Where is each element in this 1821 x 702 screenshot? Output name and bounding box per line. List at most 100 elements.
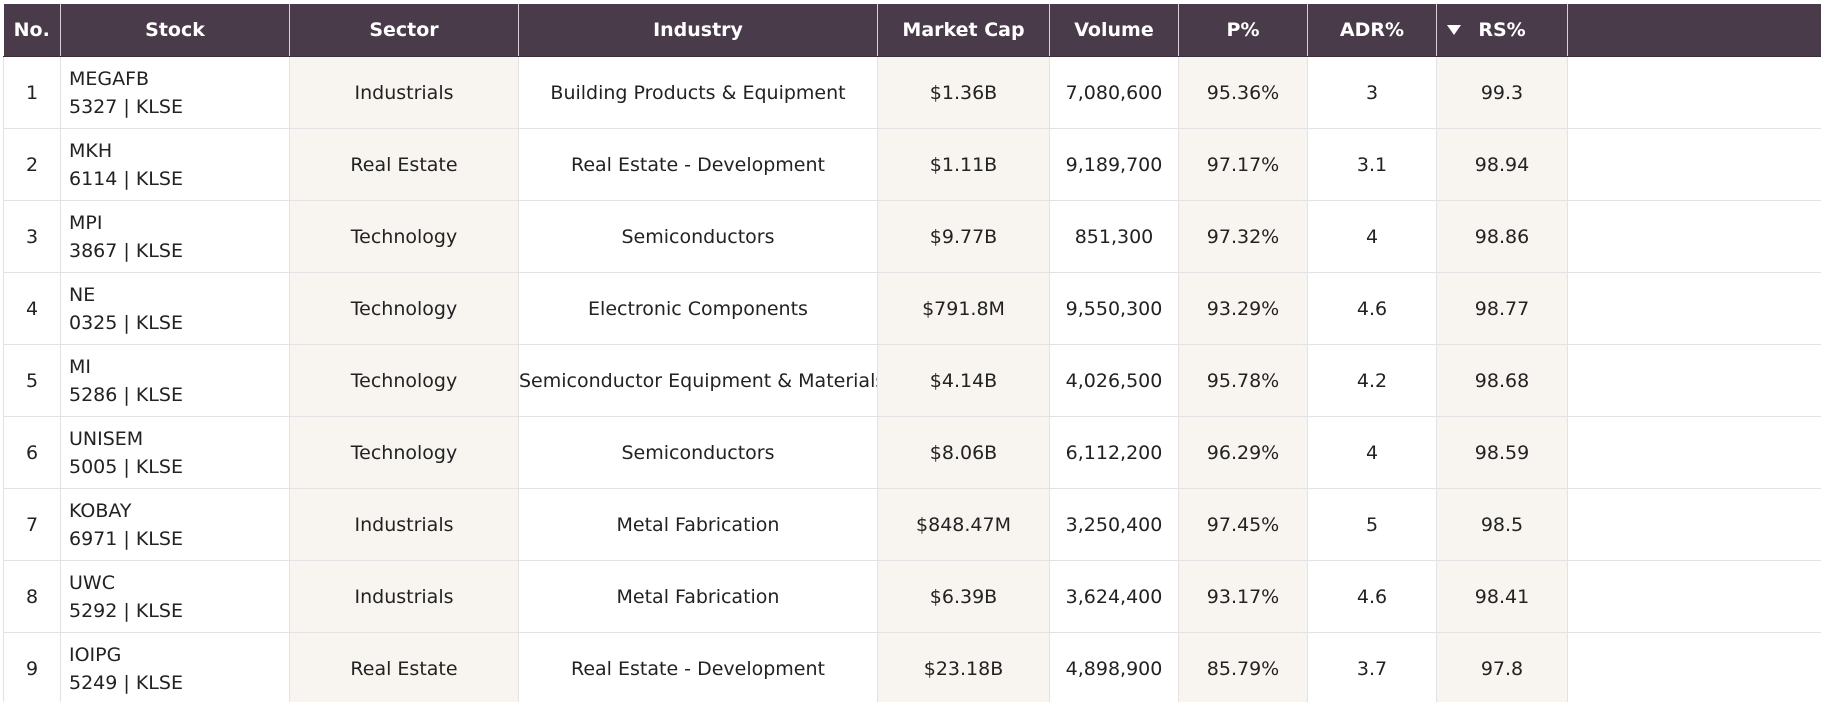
cell-p-pct: 97.45%	[1178, 488, 1308, 561]
column-header-p-pct[interactable]: P%	[1178, 4, 1308, 57]
cell-volume: 3,624,400	[1049, 560, 1179, 633]
cell-p-pct: 97.17%	[1178, 128, 1308, 201]
stock-ticker[interactable]: MPI	[69, 211, 103, 234]
cell-stock[interactable]: KOBAY 6971 | KLSE	[60, 488, 290, 561]
table-body: 1 MEGAFB 5327 | KLSE Industrials Building Pr…	[3, 56, 1821, 702]
stock-code-exchange: 5292 | KLSE	[69, 599, 183, 622]
cell-rs-pct: 98.59	[1436, 416, 1568, 489]
table-row[interactable]: 2 MKH 6114 | KLSE Real Estate Real Estate - …	[3, 128, 1821, 201]
column-header-adr-pct[interactable]: ADR%	[1307, 4, 1437, 57]
cell-p-pct: 97.32%	[1178, 200, 1308, 273]
cell-stock[interactable]: IOIPG 5249 | KLSE	[60, 632, 290, 702]
cell-market-cap: $1.11B	[877, 128, 1050, 201]
cell-volume: 9,189,700	[1049, 128, 1179, 201]
cell-market-cap: $791.8M	[877, 272, 1050, 345]
cell-volume: 4,026,500	[1049, 344, 1179, 417]
cell-stock[interactable]: NE 0325 | KLSE	[60, 272, 290, 345]
cell-rs-pct: 98.68	[1436, 344, 1568, 417]
column-header-stock[interactable]: Stock	[60, 4, 290, 57]
cell-sector: Real Estate	[289, 128, 519, 201]
cell-sector: Technology	[289, 344, 519, 417]
stock-ticker[interactable]: NE	[69, 283, 96, 306]
cell-market-cap: $9.77B	[877, 200, 1050, 273]
cell-adr-pct: 4.2	[1307, 344, 1437, 417]
cell-adr-pct: 4	[1307, 200, 1437, 273]
cell-no: 1	[3, 56, 61, 129]
column-header-industry[interactable]: Industry	[518, 4, 878, 57]
cell-volume: 6,112,200	[1049, 416, 1179, 489]
cell-overflow	[1567, 272, 1821, 345]
stock-screener-table-container: No. Stock Sector Industry Market Cap Vol…	[3, 4, 1821, 702]
stock-ticker[interactable]: IOIPG	[69, 643, 122, 666]
cell-no: 3	[3, 200, 61, 273]
cell-stock[interactable]: MEGAFB 5327 | KLSE	[60, 56, 290, 129]
cell-overflow	[1567, 344, 1821, 417]
cell-stock[interactable]: UNISEM 5005 | KLSE	[60, 416, 290, 489]
table-row[interactable]: 6 UNISEM 5005 | KLSE Technology Semiconducto…	[3, 416, 1821, 489]
column-header-volume[interactable]: Volume	[1049, 4, 1179, 57]
table-row[interactable]: 8 UWC 5292 | KLSE Industrials Metal Fabricat…	[3, 560, 1821, 633]
table-row[interactable]: 4 NE 0325 | KLSE Technology Electronic Compo…	[3, 272, 1821, 345]
stock-code-exchange: 5286 | KLSE	[69, 383, 183, 406]
stock-code-exchange: 6114 | KLSE	[69, 167, 183, 190]
column-header-overflow	[1567, 4, 1821, 57]
column-header-rs-pct[interactable]: RS%	[1436, 4, 1568, 57]
cell-rs-pct: 98.41	[1436, 560, 1568, 633]
cell-overflow	[1567, 560, 1821, 633]
table-row[interactable]: 3 MPI 3867 | KLSE Technology Semiconductors $…	[3, 200, 1821, 273]
cell-overflow	[1567, 128, 1821, 201]
cell-rs-pct: 98.77	[1436, 272, 1568, 345]
cell-industry: Metal Fabrication	[518, 488, 878, 561]
cell-adr-pct: 4.6	[1307, 560, 1437, 633]
table-row[interactable]: 7 KOBAY 6971 | KLSE Industrials Metal Fabric…	[3, 488, 1821, 561]
cell-overflow	[1567, 416, 1821, 489]
cell-overflow	[1567, 632, 1821, 702]
cell-overflow	[1567, 200, 1821, 273]
cell-overflow	[1567, 488, 1821, 561]
cell-p-pct: 96.29%	[1178, 416, 1308, 489]
cell-volume: 9,550,300	[1049, 272, 1179, 345]
cell-stock[interactable]: MPI 3867 | KLSE	[60, 200, 290, 273]
cell-sector: Real Estate	[289, 632, 519, 702]
cell-industry: Real Estate - Development	[518, 632, 878, 702]
cell-market-cap: $6.39B	[877, 560, 1050, 633]
cell-no: 5	[3, 344, 61, 417]
cell-no: 4	[3, 272, 61, 345]
column-header-market-cap[interactable]: Market Cap	[877, 4, 1050, 57]
cell-p-pct: 93.29%	[1178, 272, 1308, 345]
table-row[interactable]: 9 IOIPG 5249 | KLSE Real Estate Real Estate …	[3, 632, 1821, 702]
cell-adr-pct: 4	[1307, 416, 1437, 489]
table-header-row: No. Stock Sector Industry Market Cap Vol…	[3, 4, 1821, 57]
stock-code-exchange: 5005 | KLSE	[69, 455, 183, 478]
cell-adr-pct: 3	[1307, 56, 1437, 129]
stock-ticker[interactable]: MI	[69, 355, 91, 378]
cell-stock[interactable]: MKH 6114 | KLSE	[60, 128, 290, 201]
column-header-no[interactable]: No.	[3, 4, 61, 57]
stock-ticker[interactable]: UWC	[69, 571, 115, 594]
cell-no: 8	[3, 560, 61, 633]
table-row[interactable]: 5 MI 5286 | KLSE Technology Semiconductor Eq…	[3, 344, 1821, 417]
cell-market-cap: $1.36B	[877, 56, 1050, 129]
cell-p-pct: 85.79%	[1178, 632, 1308, 702]
stock-code-exchange: 6971 | KLSE	[69, 527, 183, 550]
column-header-rs-pct-label: RS%	[1478, 19, 1526, 41]
cell-adr-pct: 3.1	[1307, 128, 1437, 201]
column-header-sector[interactable]: Sector	[289, 4, 519, 57]
cell-stock[interactable]: MI 5286 | KLSE	[60, 344, 290, 417]
cell-stock[interactable]: UWC 5292 | KLSE	[60, 560, 290, 633]
cell-industry: Semiconductor Equipment & Materials	[518, 344, 878, 417]
cell-industry: Metal Fabrication	[518, 560, 878, 633]
stock-screener-table: No. Stock Sector Industry Market Cap Vol…	[3, 4, 1821, 702]
cell-market-cap: $8.06B	[877, 416, 1050, 489]
stock-code-exchange: 0325 | KLSE	[69, 311, 183, 334]
stock-ticker[interactable]: MKH	[69, 139, 113, 162]
stock-ticker[interactable]: MEGAFB	[69, 67, 150, 90]
table-row[interactable]: 1 MEGAFB 5327 | KLSE Industrials Building Pr…	[3, 56, 1821, 129]
stock-ticker[interactable]: UNISEM	[69, 427, 144, 450]
cell-rs-pct: 98.86	[1436, 200, 1568, 273]
cell-sector: Industrials	[289, 488, 519, 561]
cell-p-pct: 95.78%	[1178, 344, 1308, 417]
stock-ticker[interactable]: KOBAY	[69, 499, 132, 522]
cell-adr-pct: 4.6	[1307, 272, 1437, 345]
cell-industry: Building Products & Equipment	[518, 56, 878, 129]
